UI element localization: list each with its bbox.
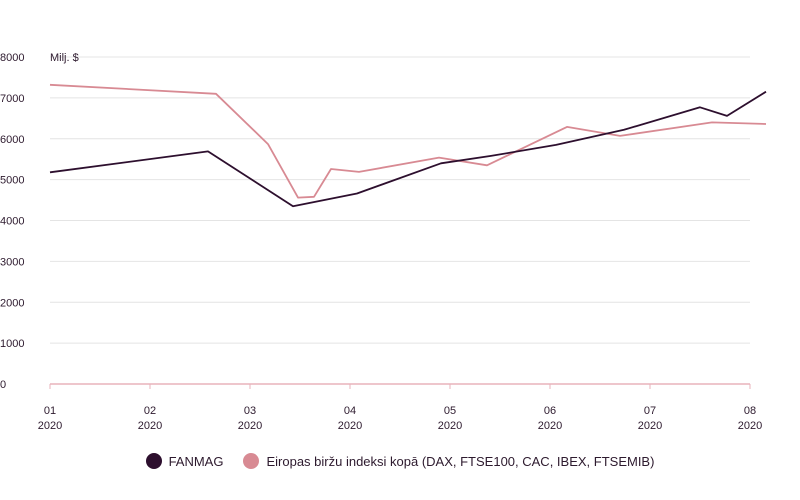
x-tick-month-06: 06 <box>544 405 556 417</box>
x-tick-year-07: 2020 <box>638 420 662 432</box>
legend-label-europe: Eiropas biržu indeksi kopā (DAX, FTSE100… <box>266 453 655 469</box>
y-tick-label-5000: 5000 <box>0 175 24 187</box>
x-tick-year-01: 2020 <box>38 420 62 432</box>
x-tick-month-04: 04 <box>344 405 356 417</box>
series-line-0 <box>49 90 767 208</box>
x-tick-month-03: 03 <box>244 405 256 417</box>
x-tick-year-04: 2020 <box>338 420 362 432</box>
series-line-1 <box>49 83 767 199</box>
y-tick-label-3000: 3000 <box>0 256 24 268</box>
x-tick-month-08: 08 <box>744 405 756 417</box>
legend-label-fanmag: FANMAG <box>168 453 224 469</box>
y-tick-label-6000: 6000 <box>0 134 24 146</box>
x-axis-ticks: 01 2020 02 2020 03 2020 04 2020 05 2020 06 2020 07 20… <box>38 384 762 432</box>
x-tick-year-06: 2020 <box>538 420 562 432</box>
x-tick-month-02: 02 <box>144 405 156 417</box>
series-lines <box>49 83 767 208</box>
y-tick-label-2000: 2000 <box>0 297 24 309</box>
x-tick-year-03: 2020 <box>238 420 262 432</box>
x-tick-year-02: 2020 <box>138 420 162 432</box>
x-tick-month-07: 07 <box>644 405 656 417</box>
legend-swatch-fanmag <box>145 453 162 469</box>
y-axis-unit-label: Milj. $ <box>50 52 79 64</box>
x-tick-month-05: 05 <box>444 405 456 417</box>
x-tick-year-05: 2020 <box>438 420 462 432</box>
y-tick-label-4000: 4000 <box>0 216 24 228</box>
legend-swatch-europe <box>243 453 260 469</box>
legend-item-europe: Eiropas biržu indeksi kopā (DAX, FTSE100… <box>243 453 654 469</box>
y-tick-label-8000: 8000 <box>0 52 24 64</box>
x-tick-year-08: 2020 <box>738 420 762 432</box>
y-axis-ticks: 0 1000 2000 3000 4000 5000 6000 7000 8000 <box>0 52 24 391</box>
y-tick-label-7000: 7000 <box>0 93 24 105</box>
grid-lines <box>50 56 750 385</box>
y-tick-label-1000: 1000 <box>0 338 24 350</box>
y-tick-label-0: 0 <box>0 379 6 391</box>
legend: FANMAG Eiropas biržu indeksi kopā (DAX, … <box>0 453 800 469</box>
legend-item-fanmag: FANMAG <box>145 453 224 469</box>
x-tick-month-01: 01 <box>44 405 56 417</box>
